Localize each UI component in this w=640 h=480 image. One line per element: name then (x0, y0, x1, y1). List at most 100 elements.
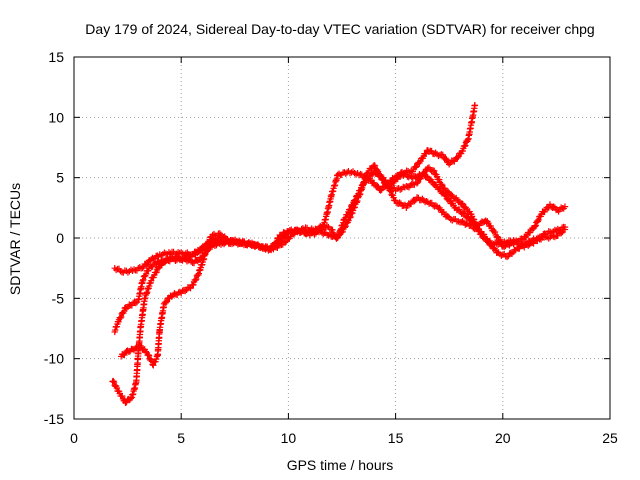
y-tick-label: 5 (56, 170, 64, 186)
data-point (212, 238, 219, 245)
y-axis-label: SDTVAR / TECUs (7, 183, 23, 295)
data-point (354, 197, 361, 205)
x-tick-label: 0 (70, 430, 78, 446)
data-point (244, 240, 251, 247)
data-point (169, 254, 176, 262)
x-tick-label: 15 (388, 430, 404, 446)
data-point (251, 241, 258, 248)
data-point (458, 200, 466, 207)
data-point (182, 287, 189, 295)
series-trace-3 (109, 102, 479, 406)
data-point (435, 176, 443, 183)
data-point (341, 224, 349, 231)
data-point (442, 154, 449, 162)
data-point (444, 188, 452, 195)
data-point (395, 184, 402, 192)
data-point (438, 180, 445, 188)
data-point (374, 168, 382, 175)
data-point (185, 257, 192, 264)
data-point (142, 270, 150, 278)
data-point (137, 342, 144, 349)
data-point (136, 264, 143, 271)
data-point (329, 226, 336, 234)
data-point (239, 238, 246, 246)
ticks: 0 5 10 15 20 25 -15 -10 -5 0 5 10 15 (44, 49, 618, 446)
data-point (140, 276, 147, 283)
data-point (142, 348, 150, 355)
data-point (362, 173, 370, 180)
data-point (535, 216, 542, 224)
data-point (281, 239, 289, 246)
data-point (139, 264, 146, 272)
data-point (443, 156, 450, 163)
data-point (349, 207, 357, 214)
data-point (113, 384, 121, 392)
data-point (371, 162, 379, 170)
data-point (308, 225, 315, 232)
data-point (413, 180, 421, 187)
data-point (532, 222, 539, 229)
data-point (150, 362, 157, 369)
data-point (503, 253, 511, 261)
x-tick-label: 5 (177, 430, 185, 446)
data-point (461, 143, 468, 150)
data-point (413, 163, 420, 170)
data-point (414, 178, 422, 186)
data-point (554, 225, 562, 233)
data-point (531, 223, 539, 230)
data-point (194, 257, 201, 265)
data-point (277, 232, 285, 240)
data-point (139, 277, 146, 285)
data-point (542, 230, 549, 238)
data-point (442, 192, 450, 200)
data-point (423, 172, 430, 180)
data-point (261, 244, 268, 252)
data-point (550, 203, 557, 210)
data-point (145, 351, 152, 359)
data-point (439, 151, 446, 159)
data-point (370, 161, 378, 169)
data-layer (109, 102, 569, 406)
data-point (412, 164, 419, 171)
data-point (448, 191, 455, 198)
data-point (193, 275, 200, 283)
x-tick-label: 20 (495, 430, 511, 446)
data-point (419, 195, 426, 203)
data-point (226, 238, 233, 245)
data-point (561, 223, 569, 231)
data-point (161, 259, 169, 266)
data-point (117, 313, 125, 321)
data-point (247, 241, 254, 249)
data-point (460, 210, 468, 217)
data-point (377, 187, 384, 194)
data-point (396, 186, 404, 193)
data-point (494, 234, 502, 241)
data-point (347, 213, 354, 221)
data-point (119, 392, 126, 400)
data-point (476, 227, 483, 235)
data-point (459, 200, 467, 208)
data-point (537, 234, 545, 241)
data-point (233, 237, 241, 245)
y-tick-label: -10 (44, 351, 64, 367)
y-tick-label: 10 (48, 109, 64, 125)
data-point (471, 102, 479, 109)
data-point (187, 285, 194, 292)
data-point (551, 233, 559, 241)
data-point (449, 217, 456, 224)
data-point (455, 153, 462, 160)
data-point (153, 268, 160, 276)
data-point (253, 242, 260, 249)
data-point (380, 176, 387, 184)
data-point (432, 149, 439, 156)
data-point (424, 173, 431, 181)
data-point (112, 266, 120, 274)
data-point (462, 142, 469, 149)
y-tick-label: 0 (56, 230, 64, 246)
x-tick-label: 10 (281, 430, 297, 446)
chart-title: Day 179 of 2024, Sidereal Day-to-day VTE… (85, 21, 594, 37)
data-point (132, 299, 139, 307)
data-point (454, 154, 461, 162)
data-point (545, 235, 552, 242)
data-point (494, 233, 501, 240)
